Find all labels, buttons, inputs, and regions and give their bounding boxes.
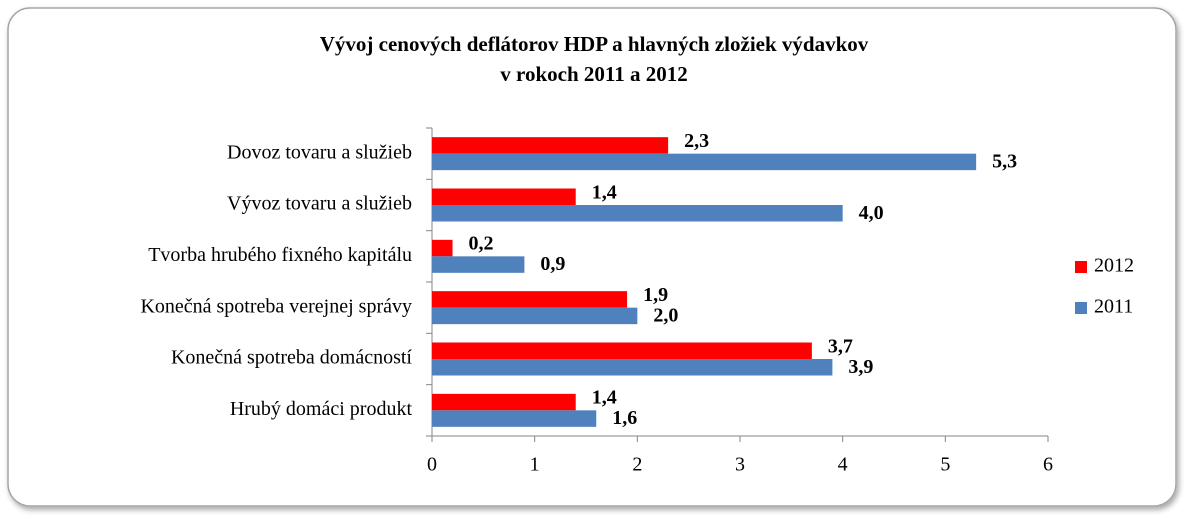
y-tick-label: Hrubý domáci produkt bbox=[230, 398, 413, 420]
bar bbox=[432, 205, 843, 222]
data-label: 0,9 bbox=[540, 253, 565, 275]
data-label: 0,2 bbox=[469, 233, 494, 255]
bar bbox=[432, 291, 628, 308]
legend-swatch bbox=[1075, 261, 1087, 273]
x-tick-label: 0 bbox=[427, 454, 437, 476]
bar bbox=[432, 256, 525, 273]
chart-title: Vývoj cenových deflátorov HDP a hlavných… bbox=[320, 32, 869, 56]
legend-label: 2012 bbox=[1094, 255, 1134, 277]
legend-label: 2011 bbox=[1094, 296, 1133, 318]
x-tick-label: 6 bbox=[1043, 454, 1053, 476]
y-tick-label: Dovoz tovaru a služieb bbox=[227, 141, 412, 163]
bar bbox=[432, 137, 669, 154]
y-tick-label: Konečná spotreba verejnej správy bbox=[140, 295, 412, 317]
data-label: 1,4 bbox=[592, 387, 617, 409]
y-tick-label: Vývoz tovaru a služieb bbox=[227, 193, 412, 215]
data-label: 2,3 bbox=[684, 130, 709, 152]
data-label: 3,9 bbox=[848, 356, 873, 378]
x-tick-label: 1 bbox=[530, 454, 540, 476]
bar bbox=[432, 393, 576, 411]
x-tick-label: 2 bbox=[632, 454, 642, 476]
bar bbox=[432, 307, 638, 325]
bar bbox=[432, 188, 576, 205]
bar bbox=[432, 342, 812, 359]
chart-title: v rokoch 2011 a 2012 bbox=[500, 62, 687, 86]
bar bbox=[432, 153, 977, 171]
data-label: 3,7 bbox=[828, 335, 853, 357]
data-label: 1,4 bbox=[592, 181, 617, 203]
x-tick-label: 5 bbox=[940, 454, 950, 476]
data-label: 4,0 bbox=[859, 202, 884, 224]
data-label: 2,0 bbox=[653, 305, 678, 327]
x-tick-label: 4 bbox=[838, 454, 848, 476]
y-tick-label: Tvorba hrubého fixného kapitálu bbox=[148, 244, 412, 266]
bar bbox=[432, 359, 833, 376]
legend-swatch bbox=[1075, 302, 1087, 314]
x-tick-label: 3 bbox=[735, 454, 745, 476]
chart-frame bbox=[7, 7, 1177, 507]
data-label: 1,9 bbox=[643, 284, 668, 306]
data-label: 5,3 bbox=[992, 151, 1017, 173]
y-tick-label: Konečná spotreba domácností bbox=[171, 347, 412, 369]
bar bbox=[432, 239, 453, 257]
data-label: 1,6 bbox=[612, 407, 637, 429]
bar bbox=[432, 410, 597, 427]
